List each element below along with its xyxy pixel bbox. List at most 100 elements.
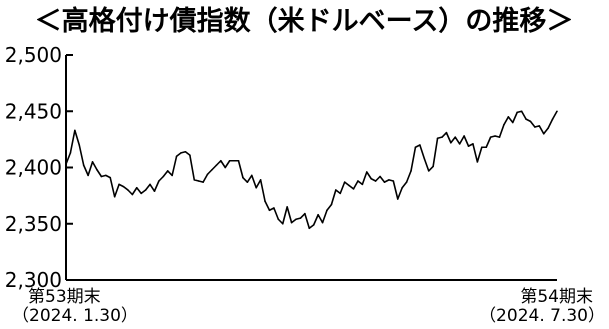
series-point	[69, 152, 72, 154]
series-point	[520, 110, 523, 113]
series-point	[259, 179, 262, 181]
series-point	[445, 131, 448, 134]
series-point	[458, 143, 461, 145]
series-point	[286, 206, 288, 208]
series-point	[140, 192, 142, 195]
series-point	[450, 141, 452, 144]
series-point	[494, 135, 496, 137]
series-point	[370, 177, 373, 180]
series-point	[202, 181, 204, 183]
series-point	[189, 154, 191, 156]
y-tick-label: 2,500	[5, 43, 62, 67]
series-point	[481, 146, 483, 149]
series-point	[556, 110, 558, 113]
series-point	[551, 118, 554, 120]
series-point	[339, 192, 342, 195]
series-point	[91, 161, 94, 163]
series-point	[317, 213, 319, 216]
series-point	[511, 121, 514, 124]
series-point	[507, 116, 510, 118]
series-point	[78, 144, 81, 146]
series-point	[290, 221, 293, 224]
series-point	[392, 180, 395, 182]
series-point	[100, 175, 103, 178]
series-point	[419, 144, 421, 146]
y-tick-label: 2,300	[5, 268, 62, 292]
series-point	[197, 180, 200, 182]
x-end-label-line2: （2024. 7.30）	[479, 306, 605, 325]
series-point	[485, 146, 488, 149]
series-point	[158, 180, 160, 182]
series-point	[277, 218, 280, 221]
series-point	[326, 209, 328, 212]
series-point	[321, 221, 324, 224]
series-point	[105, 174, 107, 177]
series-point	[273, 207, 275, 209]
series-point	[171, 174, 173, 177]
series-point	[542, 132, 545, 135]
series-point	[414, 146, 417, 149]
series-point	[233, 159, 235, 162]
series-point	[489, 136, 492, 138]
series-point	[538, 125, 541, 127]
series-point	[304, 212, 306, 215]
series-point	[348, 184, 350, 187]
series-point	[180, 152, 182, 154]
y-tick-label: 2,450	[5, 99, 62, 123]
series-point	[547, 127, 549, 129]
series-point	[374, 180, 377, 182]
series-point	[127, 189, 129, 191]
series-point	[383, 181, 386, 183]
series-point	[295, 218, 297, 221]
series-point	[330, 203, 333, 206]
series-point	[281, 222, 284, 225]
series-point	[237, 159, 240, 162]
series-point	[525, 118, 527, 120]
series-point	[228, 159, 231, 162]
series-point	[131, 193, 134, 196]
series-point	[432, 165, 434, 168]
series-point	[109, 176, 112, 179]
x-start-label-line1: 第53期末	[28, 287, 101, 307]
series-point	[242, 176, 244, 179]
series-point	[534, 126, 536, 128]
series-point	[87, 174, 89, 177]
series-point	[308, 227, 311, 230]
series-point	[153, 190, 156, 192]
series-point	[427, 170, 430, 172]
series-point	[206, 173, 209, 176]
y-tick-label: 2,350	[5, 212, 62, 236]
series-point	[361, 183, 364, 186]
series-point	[441, 136, 443, 138]
series-point	[224, 166, 227, 169]
series-point	[467, 145, 470, 147]
series-point	[246, 181, 249, 183]
series-point	[149, 183, 151, 186]
series-point	[312, 224, 315, 226]
series-point	[250, 174, 253, 177]
series-point	[122, 185, 125, 188]
series-point	[211, 168, 213, 171]
series-point	[255, 186, 258, 189]
series-point	[401, 186, 403, 189]
y-axis-ticks: 2,500 2,450 2,400 2,350 2,300	[5, 43, 73, 292]
series-point	[118, 183, 120, 186]
series-point	[113, 195, 116, 198]
series-point	[184, 150, 187, 153]
y-tick-label: 2,400	[5, 156, 62, 180]
series-point	[175, 155, 178, 158]
series-point	[352, 188, 355, 190]
series-points	[65, 110, 558, 230]
series-point	[215, 164, 218, 167]
series-point	[343, 181, 346, 183]
chart-title: ＜高格付け債指数（米ドルベース）の推移＞	[35, 5, 574, 37]
series-point	[463, 135, 465, 137]
x-end-label-line1: 第54期末	[520, 287, 593, 307]
series-point	[357, 180, 359, 182]
series-point	[405, 181, 408, 183]
series-point	[299, 217, 302, 219]
series-point	[166, 170, 169, 172]
series-point	[65, 163, 67, 165]
